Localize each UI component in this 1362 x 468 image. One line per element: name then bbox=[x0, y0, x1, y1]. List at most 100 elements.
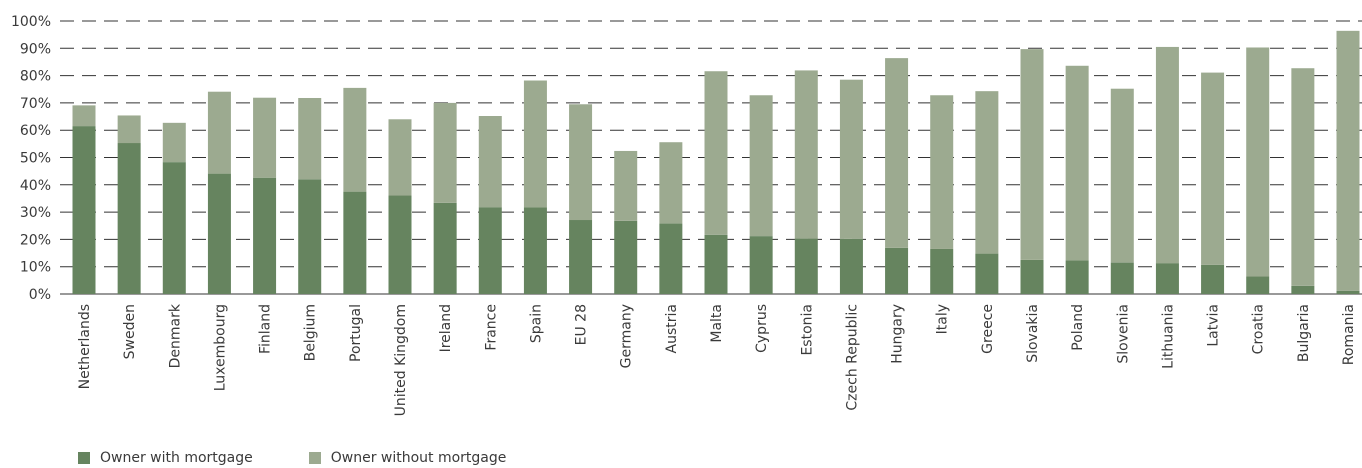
bar-segment-without-mortgage bbox=[975, 91, 999, 254]
bar-segment-without-mortgage bbox=[1065, 65, 1089, 261]
bar-segment-without-mortgage bbox=[207, 91, 231, 174]
bar-segment-without-mortgage bbox=[659, 142, 683, 224]
x-category-label: Sweden bbox=[122, 304, 138, 359]
x-category-label: Estonia bbox=[799, 304, 815, 356]
x-category-label: Romania bbox=[1341, 304, 1357, 365]
x-category-label: Hungary bbox=[890, 304, 906, 364]
bar-segment-without-mortgage bbox=[253, 97, 277, 178]
bar-segment-without-mortgage bbox=[523, 80, 547, 208]
y-tick-label: 0% bbox=[29, 287, 51, 303]
bar-segment-with-mortgage bbox=[659, 223, 683, 294]
bar-segment-without-mortgage bbox=[1291, 68, 1315, 286]
x-category-label: United Kingdom bbox=[393, 304, 409, 416]
bar-segment-with-mortgage bbox=[162, 162, 186, 294]
x-category-label: EU 28 bbox=[574, 304, 590, 345]
x-category-label: Latvia bbox=[1206, 304, 1222, 347]
x-category-label: Austria bbox=[664, 304, 680, 353]
x-category-label: Slovakia bbox=[1025, 304, 1041, 363]
bar-segment-with-mortgage bbox=[1246, 276, 1270, 294]
bar-segment-without-mortgage bbox=[343, 87, 367, 192]
bar-segment-with-mortgage bbox=[1201, 264, 1225, 294]
bar-segment-without-mortgage bbox=[614, 150, 638, 221]
bar-segment-without-mortgage bbox=[72, 105, 96, 127]
y-tick-label: 90% bbox=[20, 41, 51, 57]
legend-label-without-mortgage: Owner without mortgage bbox=[330, 450, 507, 466]
x-category-label: Ireland bbox=[438, 304, 454, 352]
bar-segment-without-mortgage bbox=[839, 79, 863, 239]
y-tick-label: 100% bbox=[11, 14, 51, 30]
bar-segment-with-mortgage bbox=[885, 247, 909, 294]
bar-segment-with-mortgage bbox=[1336, 290, 1360, 294]
x-category-label: Poland bbox=[1070, 304, 1086, 351]
bar-segment-with-mortgage bbox=[839, 238, 863, 294]
bar-segment-without-mortgage bbox=[162, 122, 186, 163]
stacked-bar-chart: 0% 10% 20% 30% 40% 50% 60% 70% 80% 90% 100% Netherl… bbox=[11, 14, 1362, 416]
bar-segment-without-mortgage bbox=[749, 95, 773, 237]
bar-segment-with-mortgage bbox=[433, 202, 457, 294]
bar-segment-with-mortgage bbox=[1110, 262, 1134, 294]
bar-segment-with-mortgage bbox=[704, 234, 728, 294]
bar-segment-with-mortgage bbox=[975, 253, 999, 294]
bar-segment-without-mortgage bbox=[1336, 30, 1360, 291]
bar-segment-without-mortgage bbox=[1246, 47, 1270, 277]
bar-segment-without-mortgage bbox=[388, 119, 412, 196]
bar-segment-with-mortgage bbox=[1065, 260, 1089, 294]
bar-segment-without-mortgage bbox=[930, 95, 954, 249]
bar-segment-with-mortgage bbox=[794, 238, 818, 294]
legend-swatch-with-mortgage bbox=[78, 452, 90, 464]
legend: Owner with mortgage Owner without mortga… bbox=[78, 450, 506, 466]
bar-segment-without-mortgage bbox=[478, 116, 502, 208]
y-tick-label: 50% bbox=[20, 151, 51, 167]
bar-segment-with-mortgage bbox=[749, 236, 773, 294]
x-category-label: Germany bbox=[619, 304, 635, 368]
bar-segment-with-mortgage bbox=[478, 207, 502, 294]
bar-segment-with-mortgage bbox=[72, 126, 96, 294]
legend-label-with-mortgage: Owner with mortgage bbox=[100, 450, 253, 466]
bar-segment-with-mortgage bbox=[207, 173, 231, 294]
bar-segment-without-mortgage bbox=[794, 70, 818, 239]
legend-swatch-without-mortgage bbox=[308, 452, 321, 464]
bar-segment-without-mortgage bbox=[117, 115, 141, 144]
legend-item-without-mortgage: Owner without mortgage bbox=[308, 450, 507, 466]
bar-segment-with-mortgage bbox=[1291, 285, 1315, 294]
bar-segment-with-mortgage bbox=[1155, 263, 1179, 294]
x-category-label: Portugal bbox=[348, 304, 364, 362]
y-tick-label: 70% bbox=[20, 96, 51, 112]
bar-segment-with-mortgage bbox=[343, 191, 367, 294]
y-tick-label: 10% bbox=[20, 260, 51, 276]
bar-segment-with-mortgage bbox=[117, 143, 141, 294]
x-category-label: Italy bbox=[935, 304, 951, 334]
bar-segment-without-mortgage bbox=[1110, 88, 1134, 263]
y-tick-label: 80% bbox=[20, 69, 51, 85]
x-category-label: Finland bbox=[258, 304, 274, 354]
bar-segment-with-mortgage bbox=[388, 195, 412, 294]
x-category-label: Spain bbox=[528, 304, 544, 343]
bar-segment-with-mortgage bbox=[298, 179, 322, 294]
legend-item-with-mortgage: Owner with mortgage bbox=[78, 450, 253, 466]
x-category-label: France bbox=[483, 304, 499, 351]
y-tick-label: 40% bbox=[20, 178, 51, 194]
y-tick-label: 60% bbox=[20, 123, 51, 139]
x-category-label: Luxembourg bbox=[212, 304, 228, 391]
x-category-label: Malta bbox=[709, 304, 725, 343]
bar-segment-without-mortgage bbox=[298, 97, 322, 180]
y-tick-label: 20% bbox=[20, 232, 51, 248]
x-category-label: Slovenia bbox=[1115, 304, 1131, 364]
bar-segment-with-mortgage bbox=[614, 220, 638, 294]
x-category-label: Lithuania bbox=[1160, 304, 1176, 369]
bar-segment-without-mortgage bbox=[1201, 72, 1225, 265]
bar-segment-without-mortgage bbox=[704, 71, 728, 235]
bar-segment-without-mortgage bbox=[885, 58, 909, 248]
bar-segment-with-mortgage bbox=[930, 248, 954, 294]
x-category-label: Greece bbox=[980, 304, 996, 354]
x-category-label: Cyprus bbox=[754, 304, 770, 353]
bar-segment-with-mortgage bbox=[523, 207, 547, 294]
x-category-label: Denmark bbox=[167, 303, 183, 368]
bar-segment-with-mortgage bbox=[569, 220, 593, 294]
x-category-label: Czech Republic bbox=[844, 304, 860, 411]
x-category-label: Bulgaria bbox=[1296, 304, 1312, 362]
bar-segment-without-mortgage bbox=[433, 102, 457, 203]
x-category-label: Croatia bbox=[1251, 304, 1267, 354]
bar-segment-without-mortgage bbox=[569, 104, 593, 221]
